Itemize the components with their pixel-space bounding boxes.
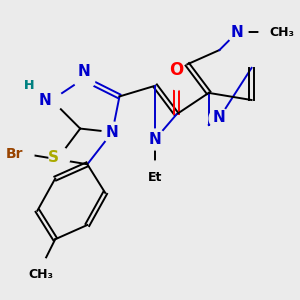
- Text: O: O: [169, 61, 184, 79]
- Text: N: N: [149, 132, 161, 147]
- Text: H: H: [23, 79, 34, 92]
- Text: H: H: [23, 79, 34, 92]
- Text: N: N: [106, 125, 119, 140]
- Text: CH₃: CH₃: [28, 268, 53, 281]
- Text: S: S: [48, 150, 59, 165]
- Text: N: N: [213, 110, 226, 125]
- Text: N: N: [231, 25, 244, 40]
- Text: Br: Br: [6, 147, 23, 160]
- Text: N: N: [39, 92, 52, 107]
- Text: Et: Et: [148, 171, 162, 184]
- Text: CH₃: CH₃: [269, 26, 294, 39]
- Text: N: N: [77, 64, 90, 79]
